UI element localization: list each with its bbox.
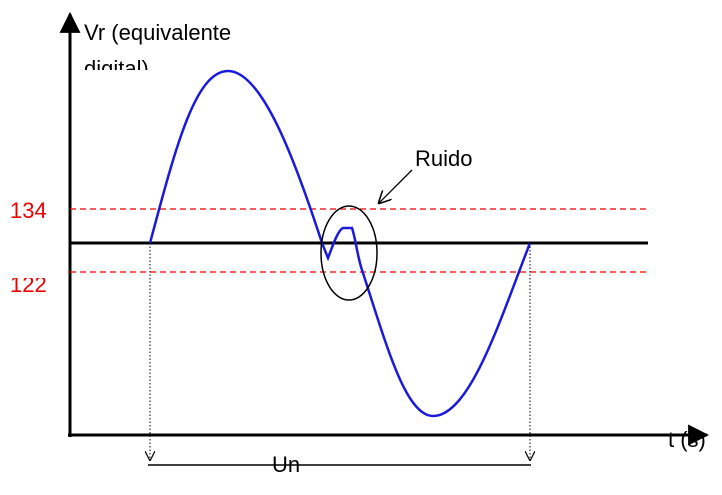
period-label: Un: [272, 452, 300, 477]
y-axis-label: Vr (equivalente: [84, 20, 231, 45]
noise-ellipse: [320, 205, 378, 301]
signal: [148, 69, 532, 418]
x-axis-label: t (s): [668, 427, 706, 452]
upper-threshold-label: 134: [10, 198, 47, 223]
y-axis-label: digital): [84, 56, 149, 81]
lower-threshold-label: 122: [10, 272, 47, 297]
noise-arrow: [379, 169, 413, 203]
noise-label: Ruido: [415, 146, 472, 171]
